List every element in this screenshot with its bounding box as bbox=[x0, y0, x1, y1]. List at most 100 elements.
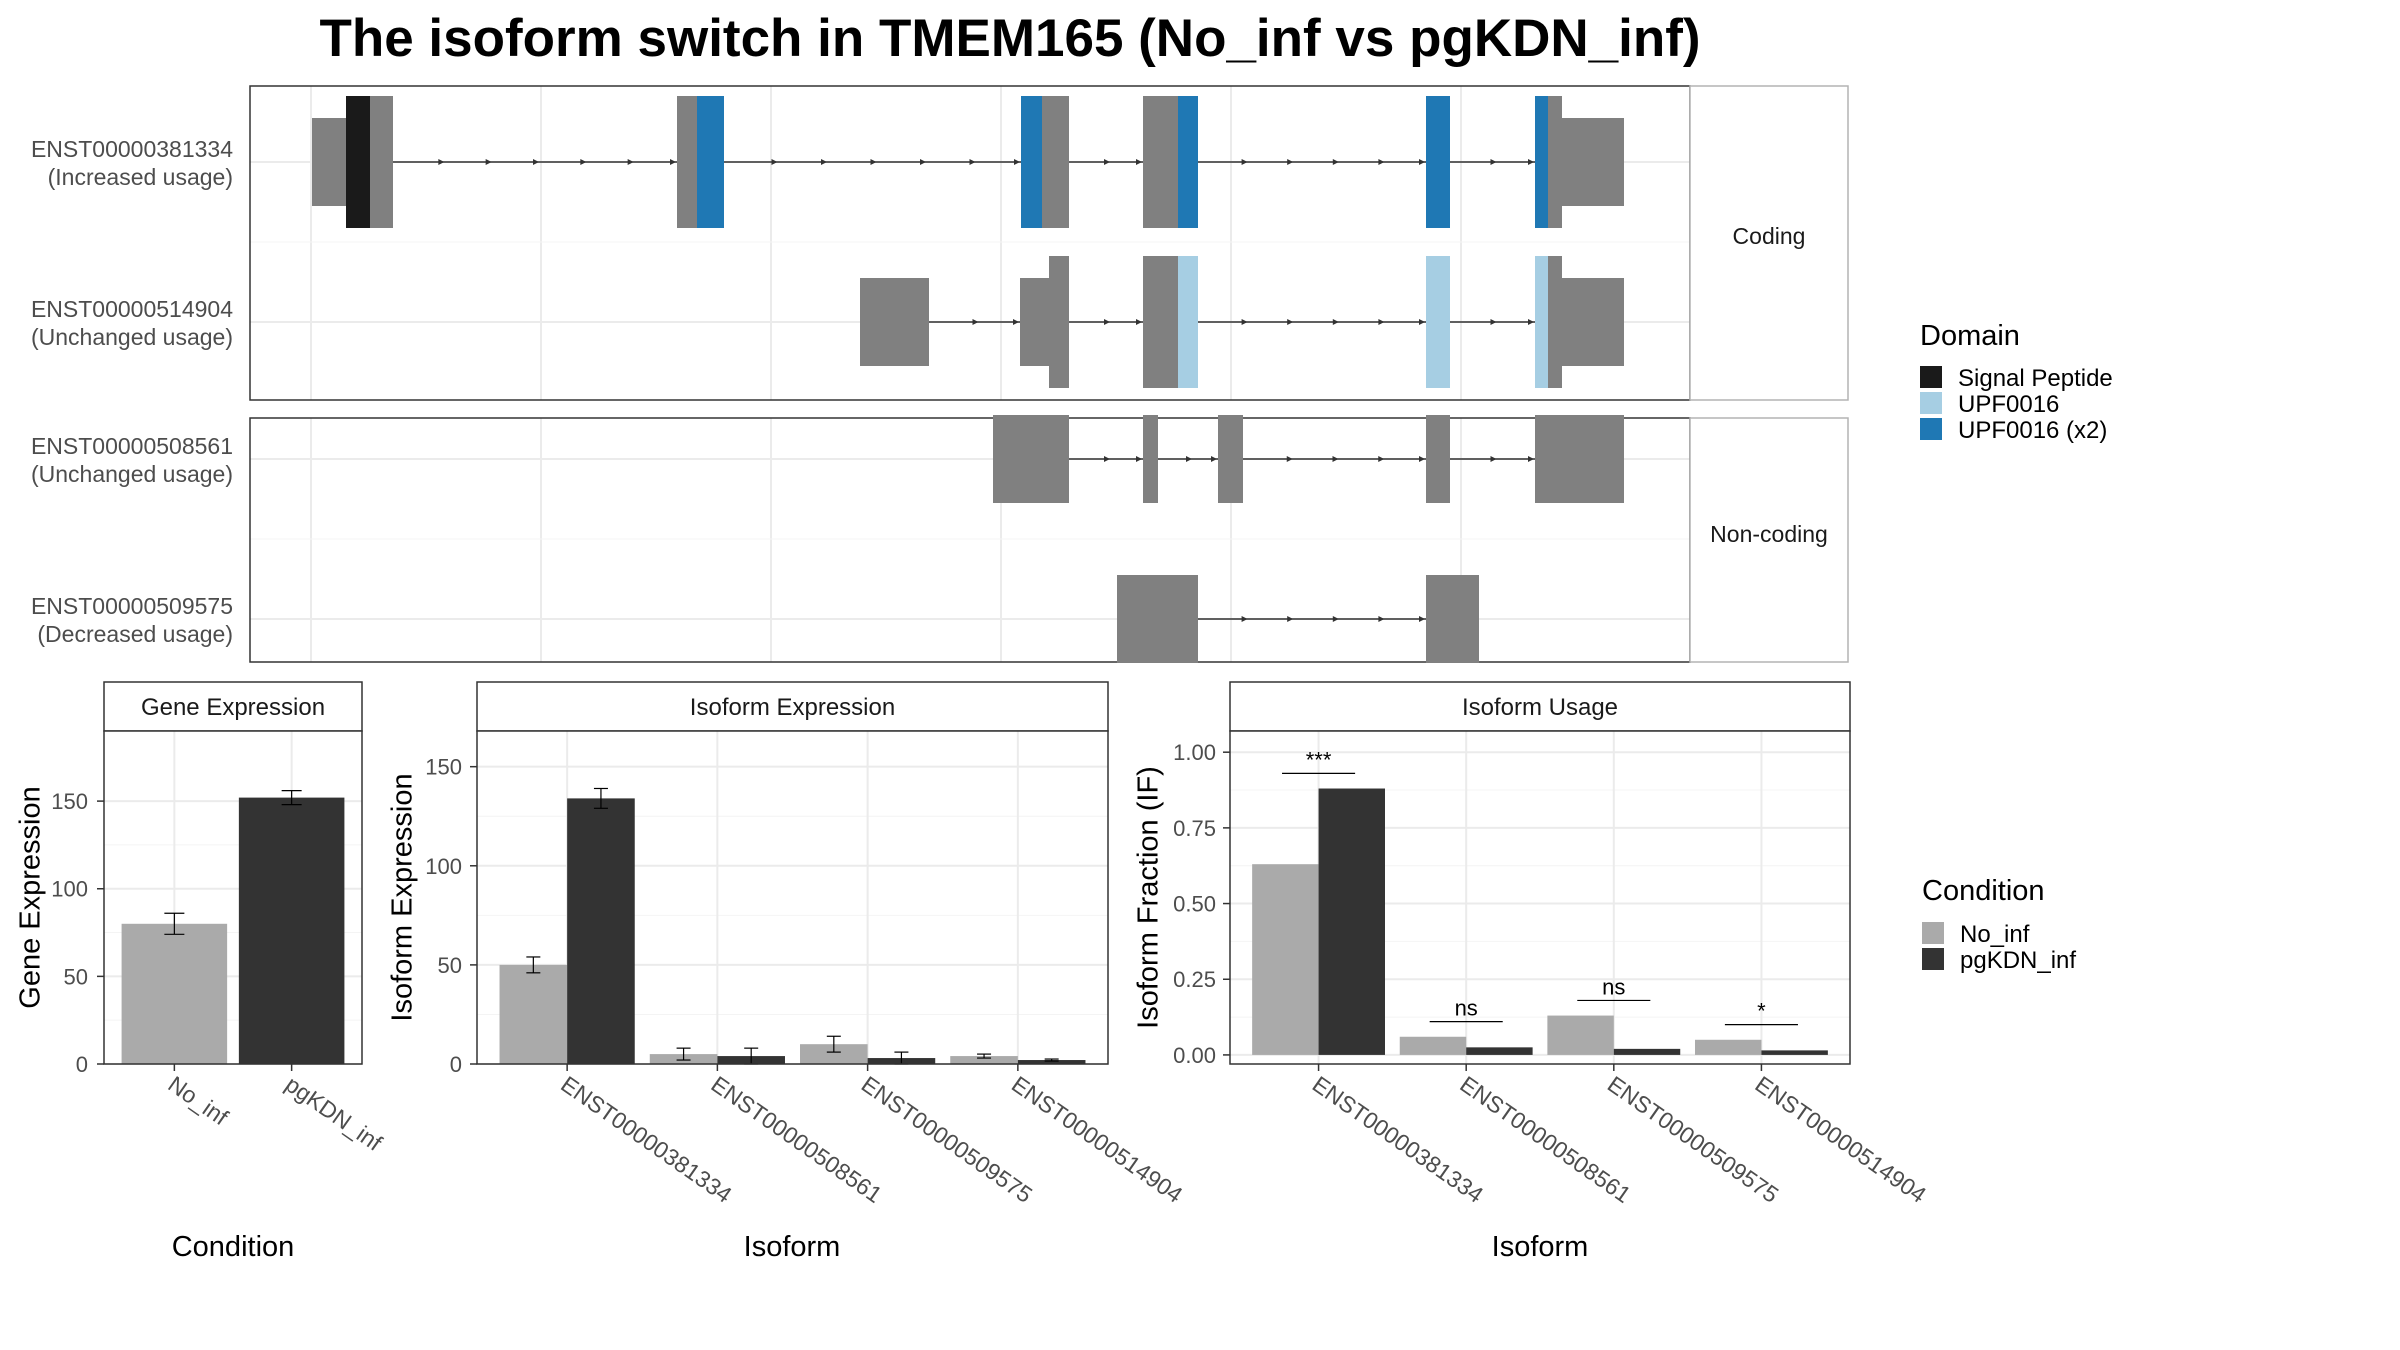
exon-segment bbox=[677, 96, 697, 228]
significance-label: ns bbox=[1602, 974, 1625, 999]
intron-arrow bbox=[1528, 319, 1534, 325]
exon-segment bbox=[1426, 415, 1450, 503]
y-axis-title: Isoform Fraction (IF) bbox=[1133, 766, 1165, 1029]
condition-legend: Condition No_inf pgKDN_inf bbox=[1922, 875, 2076, 974]
structure-strip bbox=[1689, 417, 1849, 663]
x-axis-title: Condition bbox=[172, 1231, 295, 1263]
exon-segment bbox=[1548, 96, 1562, 228]
chart-panel-border bbox=[103, 730, 363, 1065]
structure-strip bbox=[1689, 85, 1849, 401]
exon-segment bbox=[1535, 415, 1624, 503]
domain-segment bbox=[1426, 256, 1450, 388]
domain-legend-title: Domain bbox=[1920, 320, 2020, 352]
domain-segment bbox=[1178, 96, 1198, 228]
y-tick-label: 0 bbox=[450, 1052, 462, 1077]
intron-arrow bbox=[1528, 159, 1534, 165]
significance-label: ns bbox=[1455, 996, 1478, 1021]
intron-arrow bbox=[1419, 456, 1425, 462]
error-bar bbox=[593, 787, 608, 809]
isoform-usage-chart: Isoform Usage *** ns ns * 0.00 0.25 0.50 0.75 1.0… bbox=[1133, 681, 1931, 1263]
y-tick-label: 150 bbox=[425, 755, 462, 780]
bar-pgkdn-inf bbox=[1761, 1050, 1828, 1055]
intron-arrow bbox=[969, 159, 976, 165]
intron-arrow bbox=[1287, 319, 1294, 325]
bar-pgkdn-inf bbox=[1017, 1060, 1086, 1064]
intron-arrow bbox=[670, 159, 676, 165]
intron-arrow bbox=[1241, 319, 1248, 325]
legend-label-signal-peptide: Signal Peptide bbox=[1958, 365, 2113, 392]
significance-label: *** bbox=[1306, 747, 1332, 772]
transcript-model bbox=[993, 415, 1624, 503]
intron-arrow bbox=[1528, 456, 1534, 462]
intron-arrow bbox=[1378, 159, 1385, 165]
error-bar bbox=[526, 956, 541, 974]
isoform-row-id: ENST00000509575 bbox=[31, 593, 233, 619]
domain-segment bbox=[346, 96, 370, 228]
exon-segment bbox=[1562, 118, 1624, 206]
intron-arrow bbox=[438, 159, 445, 165]
exon-segment bbox=[1042, 96, 1069, 228]
intron-arrow bbox=[920, 159, 926, 165]
chart-panel-border bbox=[1229, 730, 1851, 1065]
exon-segment bbox=[1548, 256, 1562, 388]
intron-arrow bbox=[1241, 159, 1248, 165]
isoform-row-usage: (Decreased usage) bbox=[37, 621, 233, 647]
legend-key-no-inf bbox=[1922, 922, 1944, 944]
bar-no-inf bbox=[1695, 1039, 1762, 1055]
chart-title: Gene Expression bbox=[141, 694, 325, 721]
intron-arrow bbox=[1286, 456, 1293, 462]
isoform-row-id: ENST00000508561 bbox=[31, 433, 233, 459]
exon-segment bbox=[860, 278, 929, 366]
x-axis-title: Isoform bbox=[744, 1231, 841, 1263]
domain-legend: Domain Signal Peptide UPF0016 UPF0016 (x… bbox=[1920, 320, 2113, 444]
y-tick-label: 50 bbox=[438, 953, 462, 978]
exon-segment bbox=[1049, 256, 1069, 388]
transcript-model bbox=[312, 96, 1624, 228]
domain-segment bbox=[1178, 256, 1198, 388]
intron-arrow bbox=[1287, 159, 1294, 165]
bar-pgkdn-inf bbox=[567, 798, 635, 1064]
significance-label: * bbox=[1757, 999, 1766, 1024]
intron-arrow bbox=[1490, 319, 1497, 325]
y-axis-title: Isoform Expression bbox=[387, 773, 419, 1021]
domain-segment bbox=[1535, 96, 1548, 228]
exon-segment bbox=[1143, 256, 1178, 388]
intron-arrow bbox=[1104, 319, 1110, 325]
exon-segment bbox=[1020, 278, 1049, 366]
exon-segment bbox=[1143, 415, 1158, 503]
legend-label-upf0016-x2: UPF0016 (x2) bbox=[1958, 417, 2107, 444]
bar-pgkdn-inf bbox=[1318, 788, 1385, 1055]
exon-segment bbox=[1426, 575, 1479, 663]
bar-pgkdn-inf bbox=[238, 797, 345, 1064]
intron-arrow bbox=[1186, 456, 1192, 462]
legend-key-signal-peptide bbox=[1920, 366, 1942, 388]
intron-arrow bbox=[1490, 456, 1497, 462]
bar-no-inf bbox=[1399, 1036, 1467, 1055]
intron-arrow bbox=[1332, 159, 1339, 165]
gene-expression-chart: Gene Expression 0 50 100 150 No_inf pgKDN_inf C… bbox=[15, 681, 388, 1263]
bar-no-inf bbox=[800, 1044, 868, 1064]
error-bar bbox=[826, 1035, 841, 1053]
isoform-structure-panel: Coding ENST00000381334(Increased usage) EN… bbox=[31, 85, 1849, 663]
x-category-label: No_inf bbox=[163, 1071, 233, 1131]
legend-label-no-inf: No_inf bbox=[1960, 921, 2030, 948]
domain-segment bbox=[1535, 256, 1548, 388]
structure-strip-label: Non-coding bbox=[1710, 521, 1828, 547]
x-category-label: pgKDN_inf bbox=[281, 1071, 388, 1156]
transcript-model bbox=[1117, 575, 1479, 663]
exon-segment bbox=[1218, 415, 1243, 503]
intron-arrow bbox=[1332, 319, 1339, 325]
chart-strip bbox=[103, 681, 363, 732]
error-bar bbox=[281, 789, 302, 806]
y-tick-label: 50 bbox=[64, 964, 88, 989]
error-bar bbox=[1044, 1058, 1059, 1062]
intron-arrow bbox=[1104, 456, 1110, 462]
bar-pgkdn-inf bbox=[1466, 1047, 1533, 1055]
legend-key-pgkdn-inf bbox=[1922, 948, 1944, 970]
exon-segment bbox=[370, 96, 393, 228]
bar-no-inf bbox=[1547, 1015, 1614, 1055]
intron-arrow bbox=[1136, 159, 1142, 165]
intron-arrow bbox=[1419, 616, 1425, 622]
intron-arrow bbox=[580, 159, 587, 165]
